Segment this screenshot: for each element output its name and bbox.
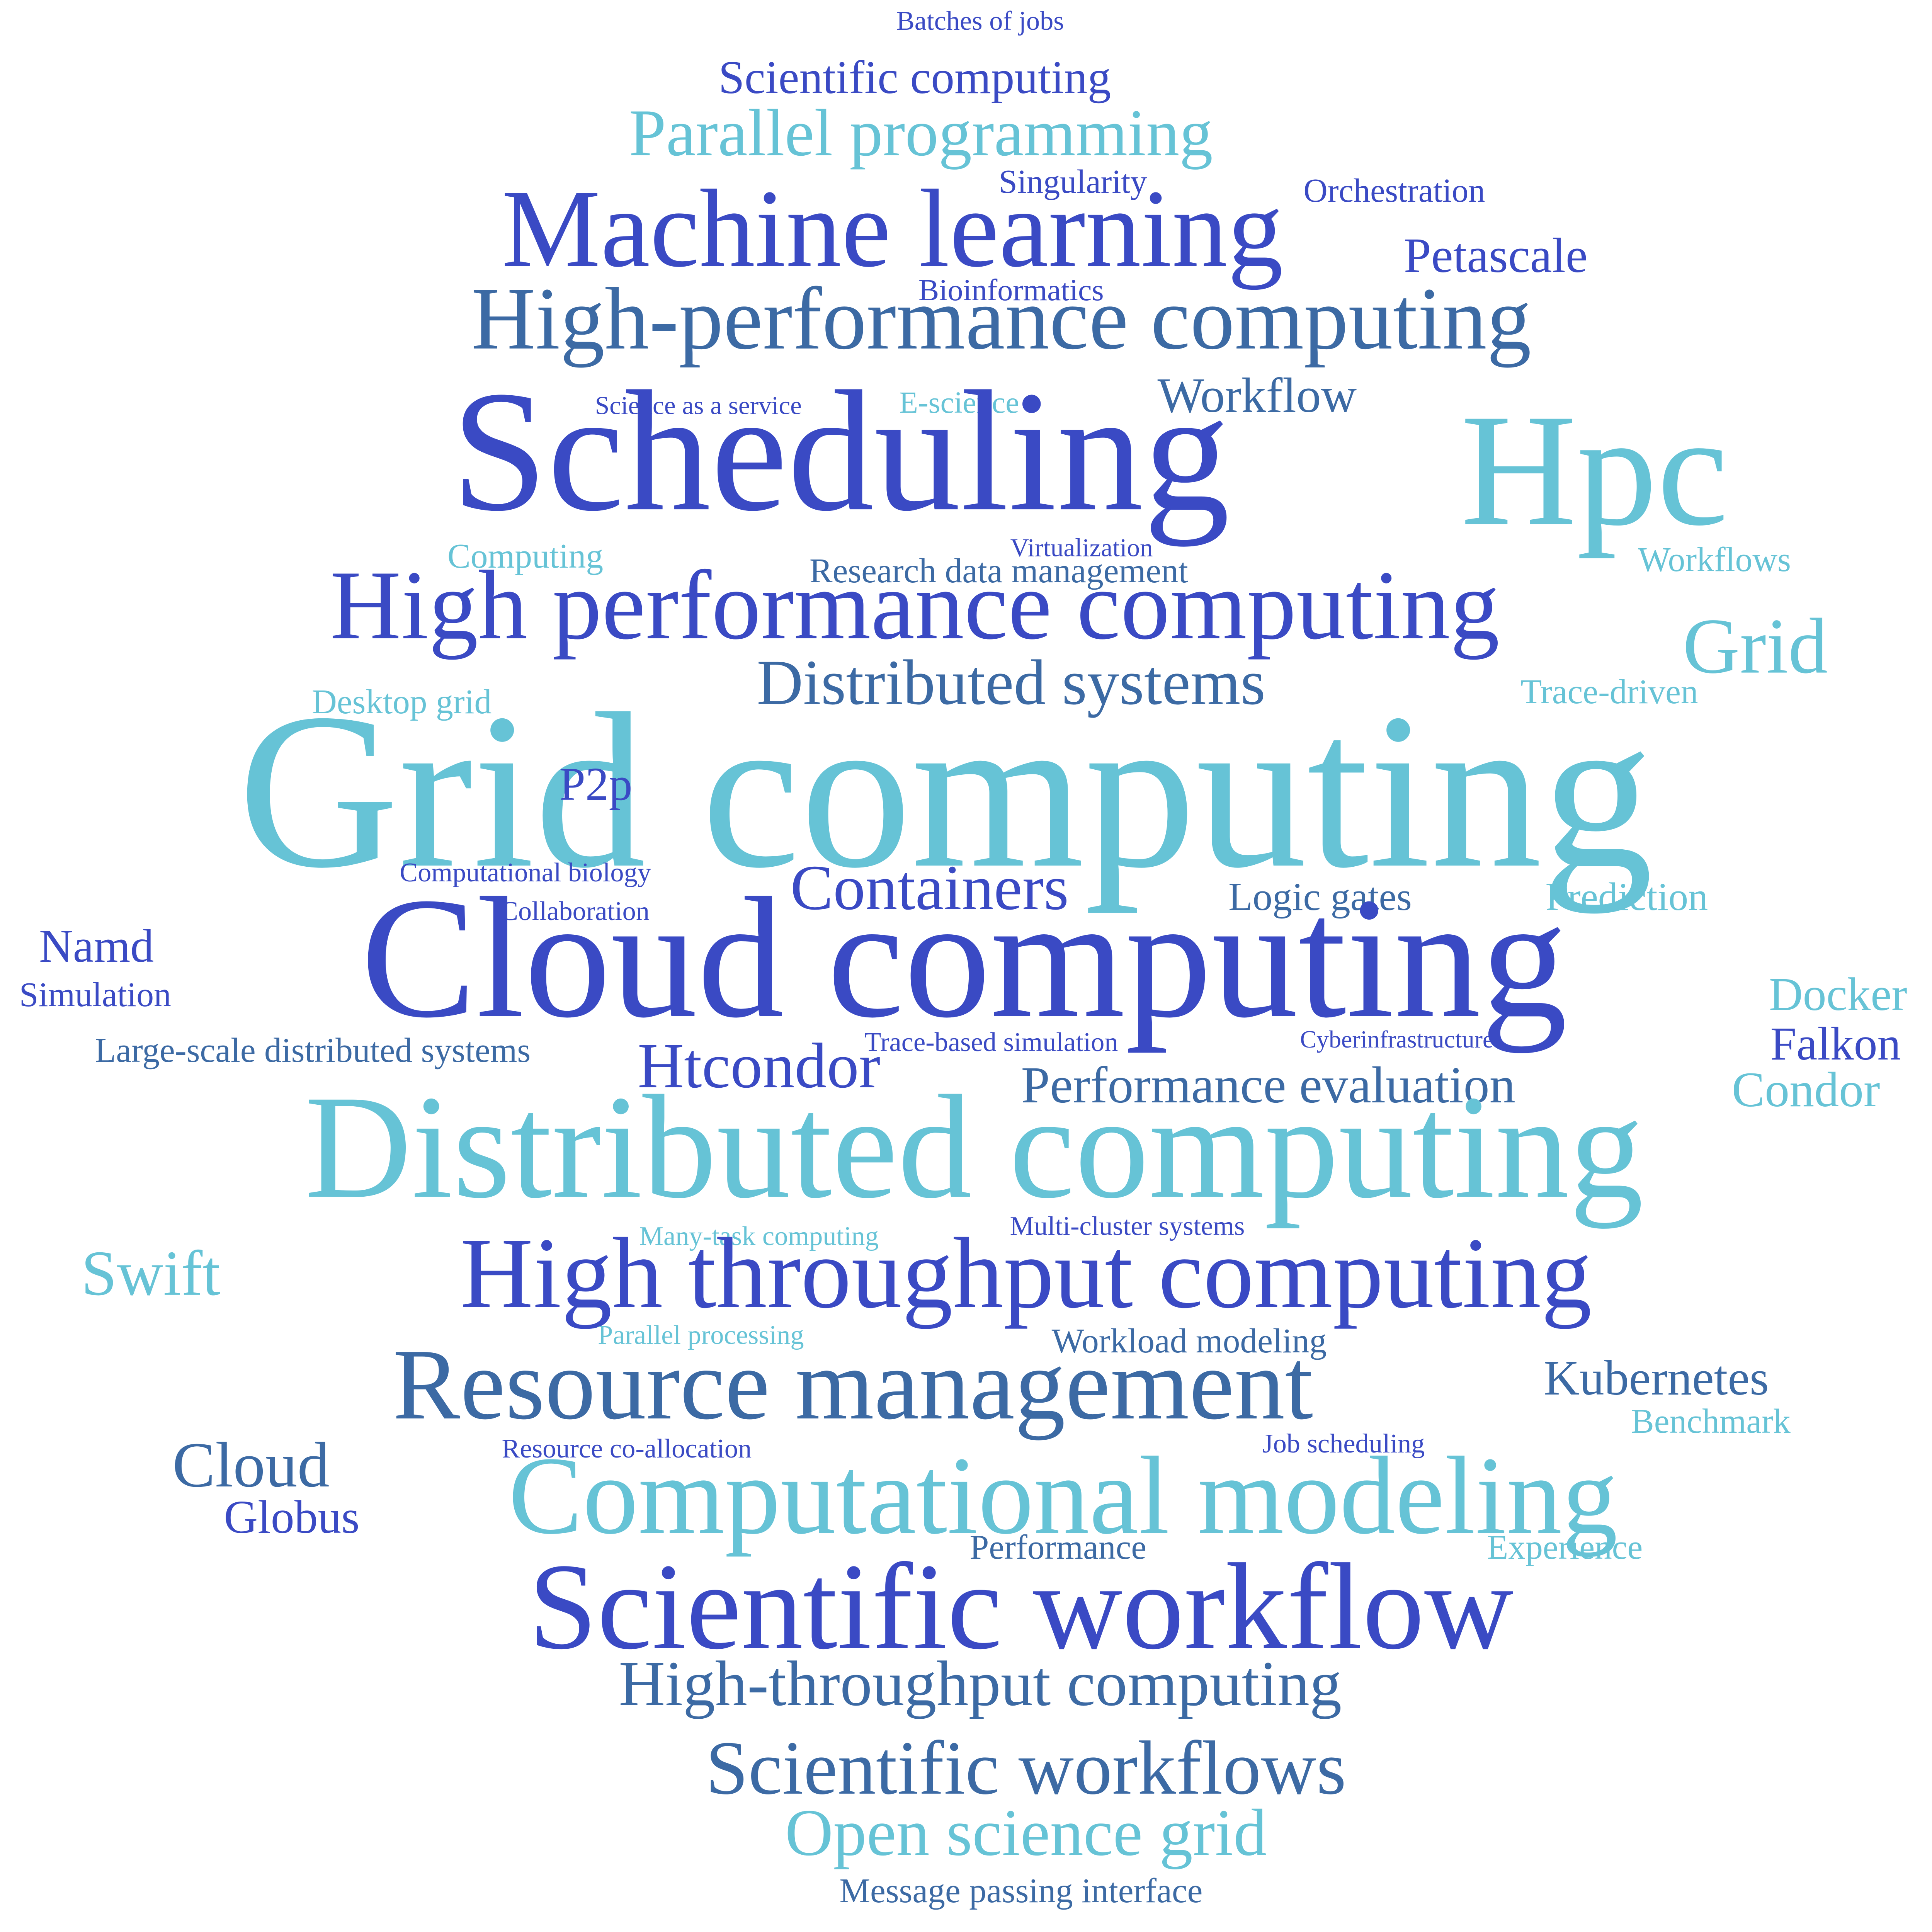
cloud-word: Simulation — [19, 976, 171, 1014]
cloud-word: Computational modeling — [508, 1434, 1618, 1557]
cloud-word: Orchestration — [1303, 172, 1485, 209]
cloud-word: Message passing interface — [839, 1872, 1203, 1910]
cloud-word: Experience — [1487, 1528, 1643, 1567]
cloud-word: Research data management — [809, 552, 1188, 590]
cloud-word: Machine learning — [502, 167, 1283, 290]
cloud-word: Swift — [81, 1237, 221, 1309]
cloud-word: Workflow — [1157, 367, 1357, 423]
cloud-word: Singularity — [998, 163, 1147, 201]
cloud-word: Workflows — [1638, 541, 1791, 579]
cloud-word: Computational biology — [400, 857, 651, 888]
cloud-word: Condor — [1731, 1062, 1880, 1117]
cloud-word: Large-scale distributed systems — [95, 1031, 531, 1070]
cloud-word: P2p — [559, 759, 633, 811]
cloud-word: High performance computing — [330, 551, 1500, 660]
cloud-word: Cyberinfrastructure — [1300, 1026, 1494, 1053]
cloud-word: Bioinformatics — [918, 273, 1104, 307]
cloud-word: Grid — [1682, 602, 1828, 690]
cloud-word: High throughput computing — [460, 1216, 1592, 1329]
cloud-word: Desktop grid — [312, 683, 492, 721]
cloud-word: Many-task computing — [639, 1221, 879, 1251]
cloud-word: Scientific computing — [718, 51, 1111, 104]
cloud-word: Trace-driven — [1520, 673, 1698, 711]
cloud-word: Virtualization — [1010, 533, 1153, 562]
cloud-word: Logic gates — [1228, 875, 1412, 919]
cloud-word: Resource management — [393, 1328, 1313, 1440]
cloud-word: Namd — [39, 920, 154, 973]
cloud-word: Grid computing — [238, 667, 1653, 914]
cloud-word: Kubernetes — [1544, 1350, 1769, 1405]
cloud-word: Resource co-allocation — [502, 1434, 752, 1464]
cloud-word: Parallel programming — [629, 96, 1213, 170]
cloud-word: Containers — [790, 852, 1069, 923]
cloud-word: Science as a service — [595, 391, 802, 420]
cloud-word: Petascale — [1403, 228, 1588, 283]
cloud-word: Parallel processing — [598, 1320, 804, 1350]
cloud-word: Htcondor — [638, 1030, 881, 1101]
cloud-word: Workload modeling — [1051, 1322, 1327, 1361]
cloud-word: Distributed computing — [304, 1065, 1644, 1229]
cloud-word: Cloud computing — [361, 862, 1568, 1054]
cloud-word: High-performance computing — [471, 269, 1531, 368]
cloud-word: Scientific workflow — [528, 1538, 1514, 1675]
cloud-word: Globus — [224, 1492, 360, 1544]
cloud-word: E-science — [899, 385, 1019, 420]
cloud-word: Performance evaluation — [1021, 1056, 1515, 1114]
cloud-word: Distributed systems — [757, 646, 1266, 718]
cloud-word: Collaboration — [500, 896, 650, 926]
cloud-word: Falkon — [1770, 1018, 1901, 1070]
cloud-word: Hpc — [1461, 380, 1729, 559]
cloud-word: Prediction — [1545, 875, 1708, 919]
cloud-word: Cloud — [172, 1429, 330, 1500]
cloud-word: High-throughput computing — [619, 1648, 1342, 1719]
cloud-word: Docker — [1769, 969, 1907, 1021]
cloud-word: Benchmark — [1631, 1402, 1791, 1441]
cloud-word: Computing — [447, 537, 604, 575]
cloud-word: Job scheduling — [1262, 1429, 1425, 1459]
cloud-word: Batches of jobs — [896, 6, 1064, 36]
cloud-word: Scientific workflows — [706, 1725, 1347, 1810]
cloud-word: Trace-based simulation — [864, 1027, 1118, 1057]
cloud-word: Performance — [969, 1528, 1147, 1567]
cloud-word: Scheduling — [451, 355, 1230, 547]
cloud-word: Open science grid — [785, 1796, 1267, 1870]
cloud-word: Multi-cluster systems — [1010, 1211, 1245, 1242]
